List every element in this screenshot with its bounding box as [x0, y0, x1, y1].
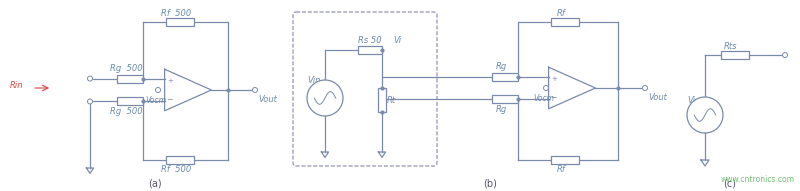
Text: Rt: Rt — [387, 96, 396, 104]
Text: Vi: Vi — [393, 36, 401, 45]
Bar — [551, 18, 579, 26]
Bar — [117, 97, 143, 105]
Text: (c): (c) — [723, 178, 737, 188]
Text: Vi: Vi — [687, 96, 695, 104]
Circle shape — [307, 80, 343, 116]
Bar — [378, 88, 386, 112]
Text: −: − — [550, 93, 557, 102]
Text: Rg  500: Rg 500 — [110, 64, 142, 73]
Text: (a): (a) — [148, 178, 162, 188]
Bar — [492, 96, 518, 104]
Bar — [551, 156, 579, 164]
Circle shape — [782, 53, 787, 57]
Circle shape — [87, 76, 93, 81]
Text: Rts: Rts — [724, 41, 738, 50]
Text: Rin: Rin — [10, 80, 23, 90]
Bar — [117, 74, 143, 83]
Circle shape — [155, 87, 161, 92]
Text: Vout: Vout — [258, 95, 277, 104]
Bar — [721, 51, 749, 59]
Text: www.cntronics.com: www.cntronics.com — [721, 176, 795, 185]
Circle shape — [543, 86, 549, 91]
Circle shape — [253, 87, 258, 92]
Circle shape — [687, 97, 723, 133]
Text: Rf: Rf — [557, 165, 566, 175]
Text: Rg  500: Rg 500 — [110, 107, 142, 116]
Text: (b): (b) — [483, 178, 497, 188]
Text: Rf  500: Rf 500 — [161, 9, 191, 18]
Bar — [492, 73, 518, 81]
Bar — [358, 46, 382, 54]
Text: Rg: Rg — [495, 105, 506, 114]
Bar — [166, 156, 194, 164]
Text: Rf: Rf — [557, 9, 566, 18]
Text: Rf  500: Rf 500 — [161, 165, 191, 175]
Text: Vin: Vin — [307, 75, 320, 84]
Text: Rg: Rg — [495, 62, 506, 71]
Circle shape — [642, 86, 647, 91]
Text: Vocm: Vocm — [534, 94, 554, 103]
Bar — [166, 18, 194, 26]
Text: +: + — [167, 78, 173, 84]
Circle shape — [87, 99, 93, 104]
Text: Vocm: Vocm — [146, 96, 166, 104]
Text: Vout: Vout — [648, 92, 667, 101]
Text: Rs 50: Rs 50 — [358, 36, 382, 45]
Text: −: − — [166, 95, 173, 104]
Text: +: + — [551, 76, 557, 82]
